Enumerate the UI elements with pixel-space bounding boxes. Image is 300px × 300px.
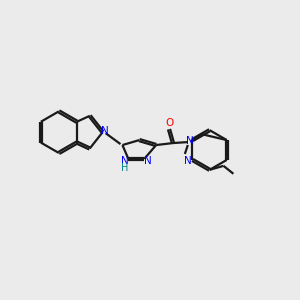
Text: N: N — [184, 156, 191, 166]
Text: O: O — [165, 118, 173, 128]
Text: N: N — [121, 156, 128, 166]
Text: N: N — [186, 136, 194, 146]
Text: H: H — [121, 163, 128, 173]
Text: N: N — [144, 156, 152, 166]
Text: N: N — [101, 126, 109, 136]
